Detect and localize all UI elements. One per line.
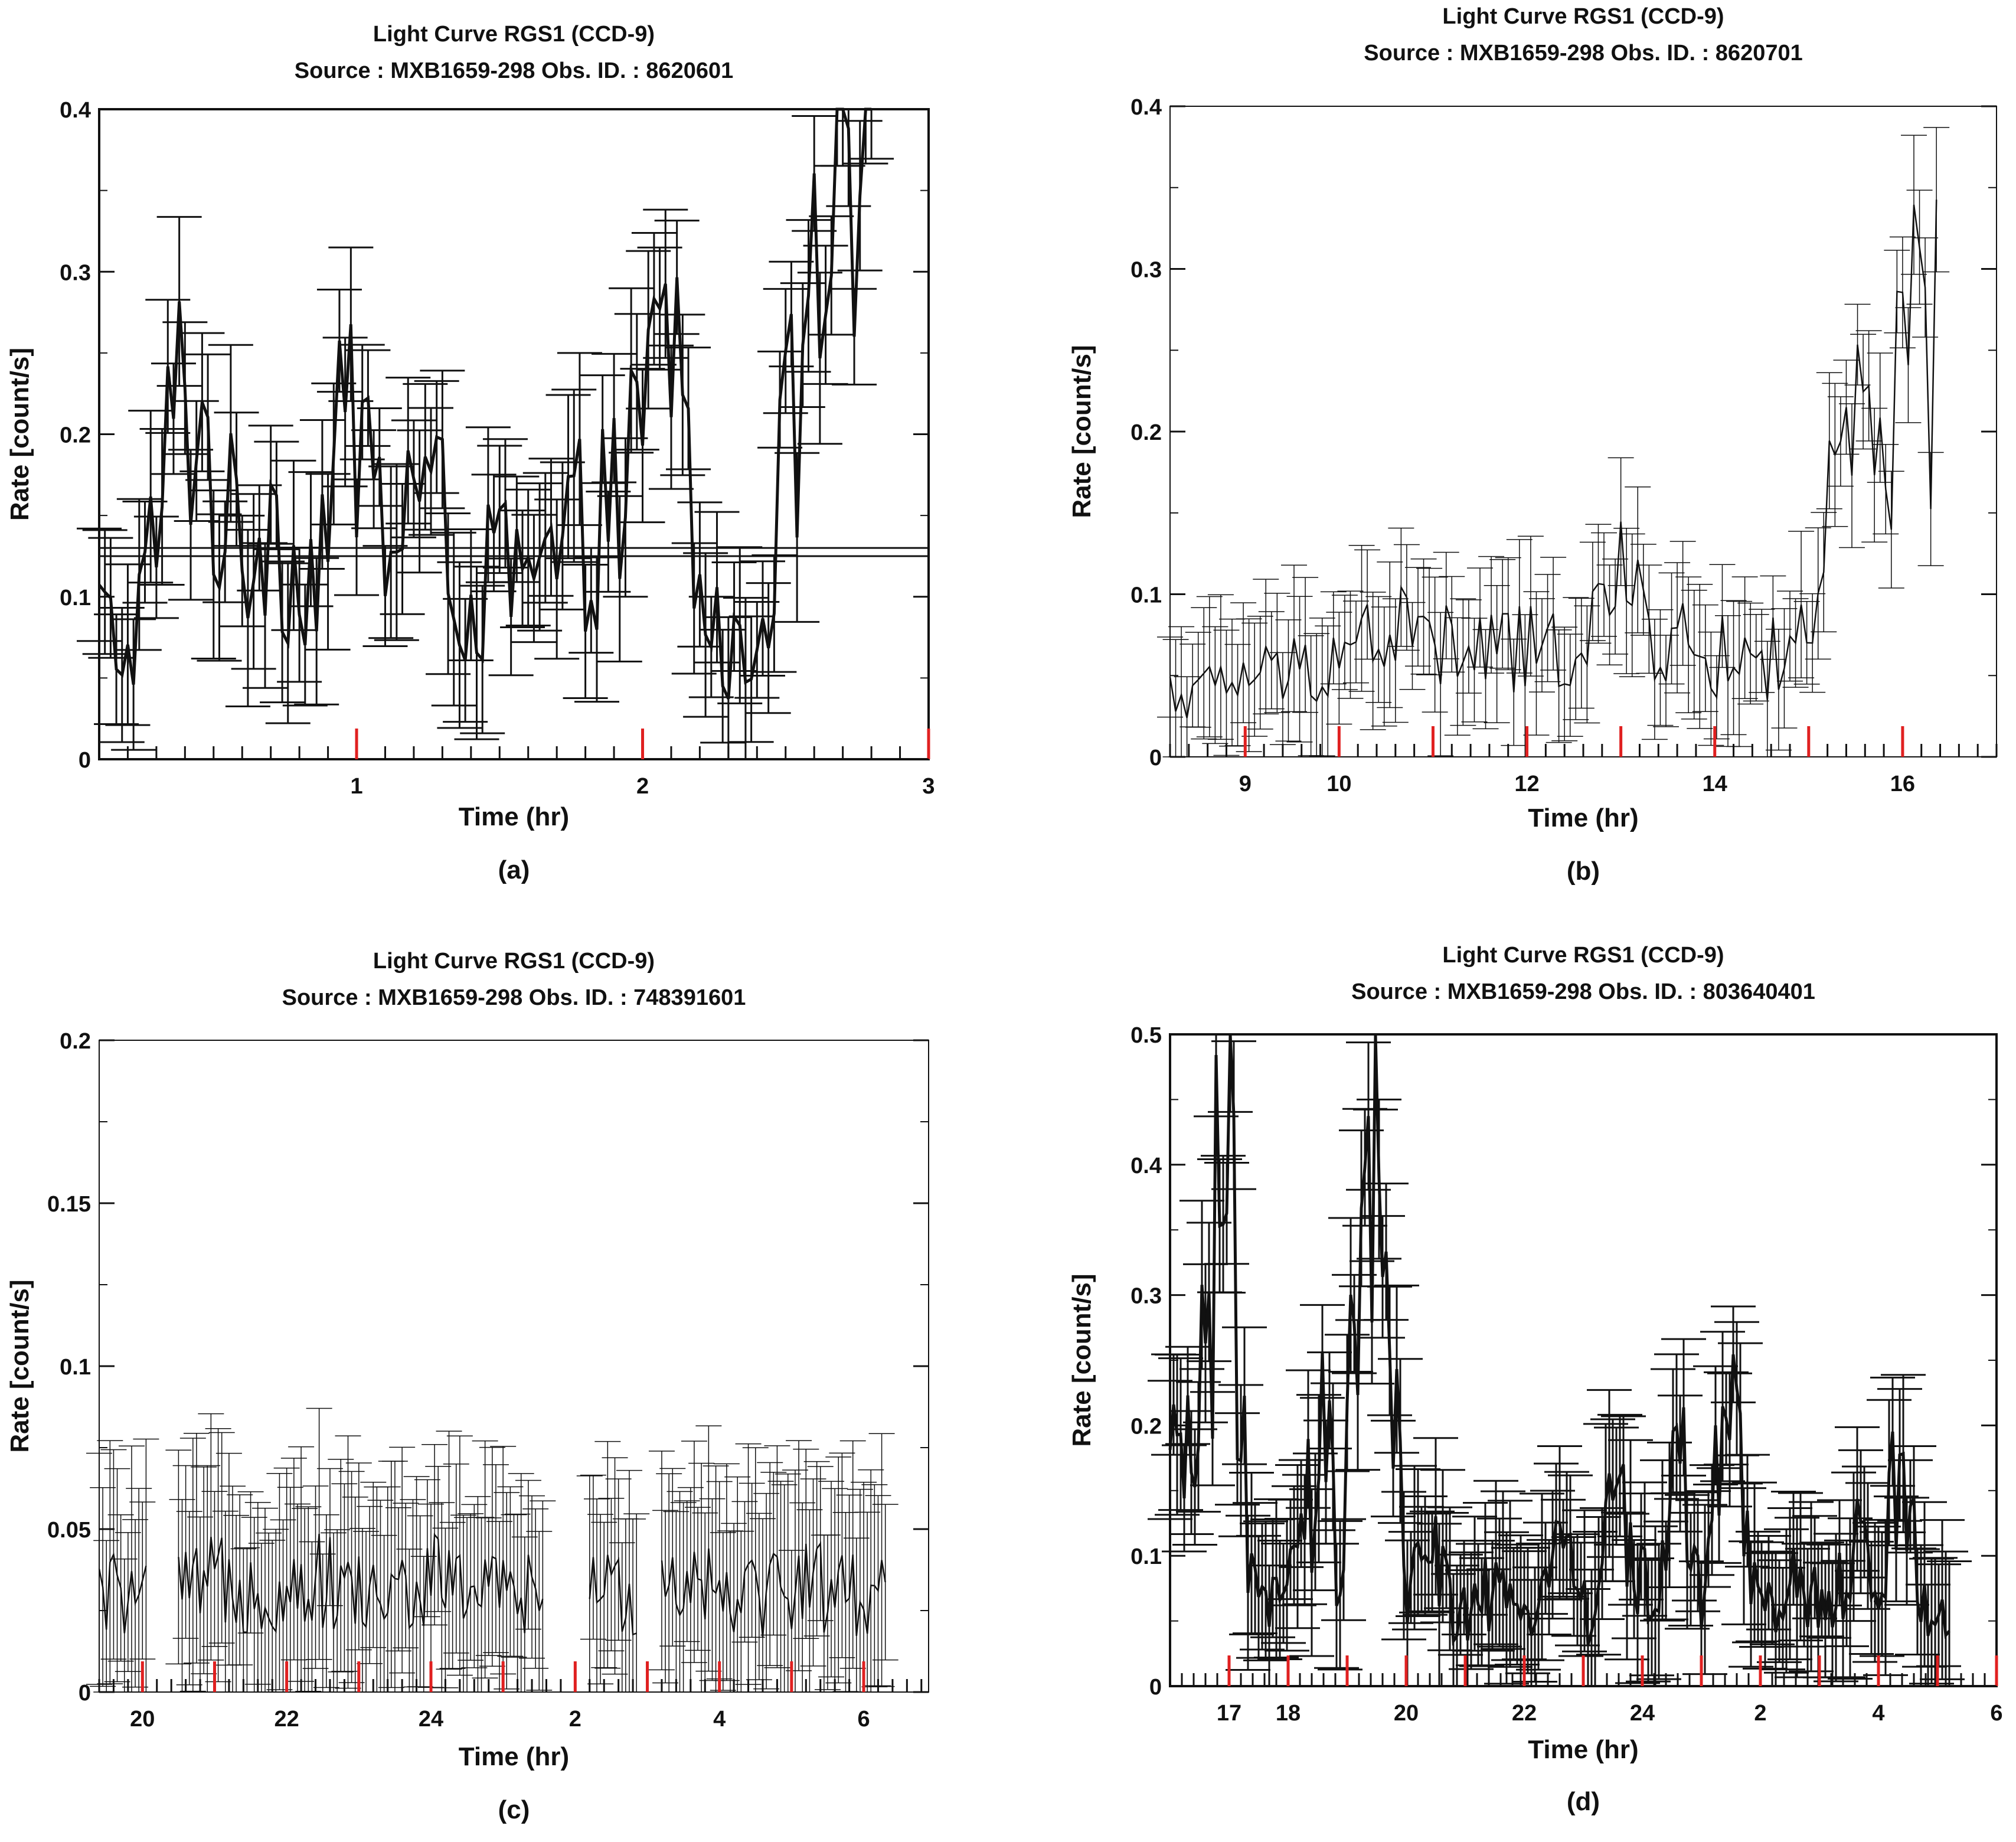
x-tick-label: 24 [419,1707,443,1732]
y-tick-label: 0.3 [1130,1284,1162,1309]
x-tick-label: 2 [636,774,649,799]
x-axis-label: Time (hr) [1528,1735,1638,1764]
y-axis-label: Rate [count/s] [1067,345,1096,518]
plot-frame [98,108,930,760]
y-axis-label: Rate [count/s] [1067,1273,1096,1446]
y-tick-label: 0 [1149,746,1162,770]
y-tick-label: 0 [1149,1675,1162,1700]
chart-title: Light Curve RGS1 (CCD-9) [1442,4,1724,29]
x-tick-label: 12 [1514,772,1539,796]
chart-svg: Light Curve RGS1 (CCD-9) Source : MXB1659… [1067,4,1998,886]
y-tick-label: 0.15 [47,1192,91,1217]
y-tick-label: 0.2 [60,423,91,448]
chart-svg: Light Curve RGS1 (CCD-9) Source : MXB1659… [5,22,935,884]
x-tick-label: 1 [350,774,362,799]
x-tick-label: 9 [1239,772,1252,796]
chart-svg: Light Curve RGS1 (CCD-9) Source : MXB1659… [5,949,929,1824]
y-tick-label: 0.2 [1130,1414,1162,1439]
x-tick-label: 2 [1754,1701,1766,1726]
y-tick-label: 0.1 [1130,1544,1162,1569]
panel-caption: (b) [1567,857,1600,886]
chart-subtitle: Source : MXB1659-298 Obs. ID. : 8620701 [1364,41,1802,66]
x-axis-label: Time (hr) [459,802,569,831]
panel-caption: (d) [1567,1787,1600,1816]
curve-line [98,1533,886,1638]
light-curve [86,1407,898,1693]
y-tick-label: 0 [79,1681,91,1706]
chart-subtitle: Source : MXB1659-298 Obs. ID. : 8620601 [295,58,733,83]
x-tick-label: 22 [275,1707,299,1732]
y-tick-label: 0.5 [1130,1023,1162,1048]
x-tick-label: 20 [1394,1701,1419,1726]
x-tick-label: 6 [857,1707,870,1732]
y-tick-label: 0.05 [47,1518,91,1543]
y-tick-label: 0.1 [60,1355,91,1380]
y-tick-label: 0.4 [60,98,91,123]
y-tick-label: 0.1 [1130,583,1162,608]
x-tick-label: 3 [922,774,935,799]
curve-line [1169,200,1937,718]
y-axis-label: Rate [count/s] [5,1279,34,1452]
x-axis-label: Time (hr) [1528,804,1638,832]
y-tick-label: 0.1 [60,586,91,610]
chart-title: Light Curve RGS1 (CCD-9) [373,949,655,974]
curve-line [1168,1034,1950,1646]
y-tick-label: 0.3 [1130,258,1162,283]
x-tick-label: 10 [1326,772,1351,796]
panel-caption: (a) [498,855,530,884]
light-curve [1157,127,1950,757]
x-tick-label: 22 [1512,1701,1537,1726]
x-tick-label: 24 [1630,1701,1655,1726]
y-tick-label: 0.3 [60,260,91,285]
chart-title: Light Curve RGS1 (CCD-9) [1442,943,1724,968]
panel-d: Light Curve RGS1 (CCD-9) Source : MXB1659… [1008,921,2015,1842]
x-tick-label: 2 [569,1707,581,1732]
light-curve [77,107,894,760]
y-tick-label: 0.4 [1130,1154,1162,1178]
panel-c: Light Curve RGS1 (CCD-9) Source : MXB1659… [0,921,1008,1842]
chart-subtitle: Source : MXB1659-298 Obs. ID. : 80364040… [1351,979,1815,1004]
y-tick-label: 0.2 [1130,420,1162,445]
chart-subtitle: Source : MXB1659-298 Obs. ID. : 74839160… [282,985,746,1010]
x-tick-label: 4 [1872,1701,1884,1726]
x-tick-label: 16 [1890,772,1915,796]
x-tick-label: 20 [130,1707,155,1732]
curve-line [98,107,872,700]
x-tick-label: 14 [1703,772,1727,796]
chart-svg: Light Curve RGS1 (CCD-9) Source : MXB1659… [1067,943,2003,1816]
light-curve [1148,1033,1972,1687]
panel-caption: (c) [498,1795,530,1824]
panel-a: Light Curve RGS1 (CCD-9) Source : MXB1659… [0,0,1008,921]
x-axis-label: Time (hr) [459,1742,569,1771]
x-tick-label: 17 [1217,1701,1241,1726]
y-axis-label: Rate [count/s] [5,348,34,521]
x-tick-label: 4 [713,1707,726,1732]
y-tick-label: 0 [79,748,91,773]
chart-title: Light Curve RGS1 (CCD-9) [373,22,655,47]
x-tick-label: 18 [1276,1701,1301,1726]
panel-b: Light Curve RGS1 (CCD-9) Source : MXB1659… [1008,0,2015,921]
x-tick-label: 6 [1990,1701,2002,1726]
y-tick-label: 0.4 [1130,95,1162,120]
y-tick-label: 0.2 [60,1029,91,1054]
